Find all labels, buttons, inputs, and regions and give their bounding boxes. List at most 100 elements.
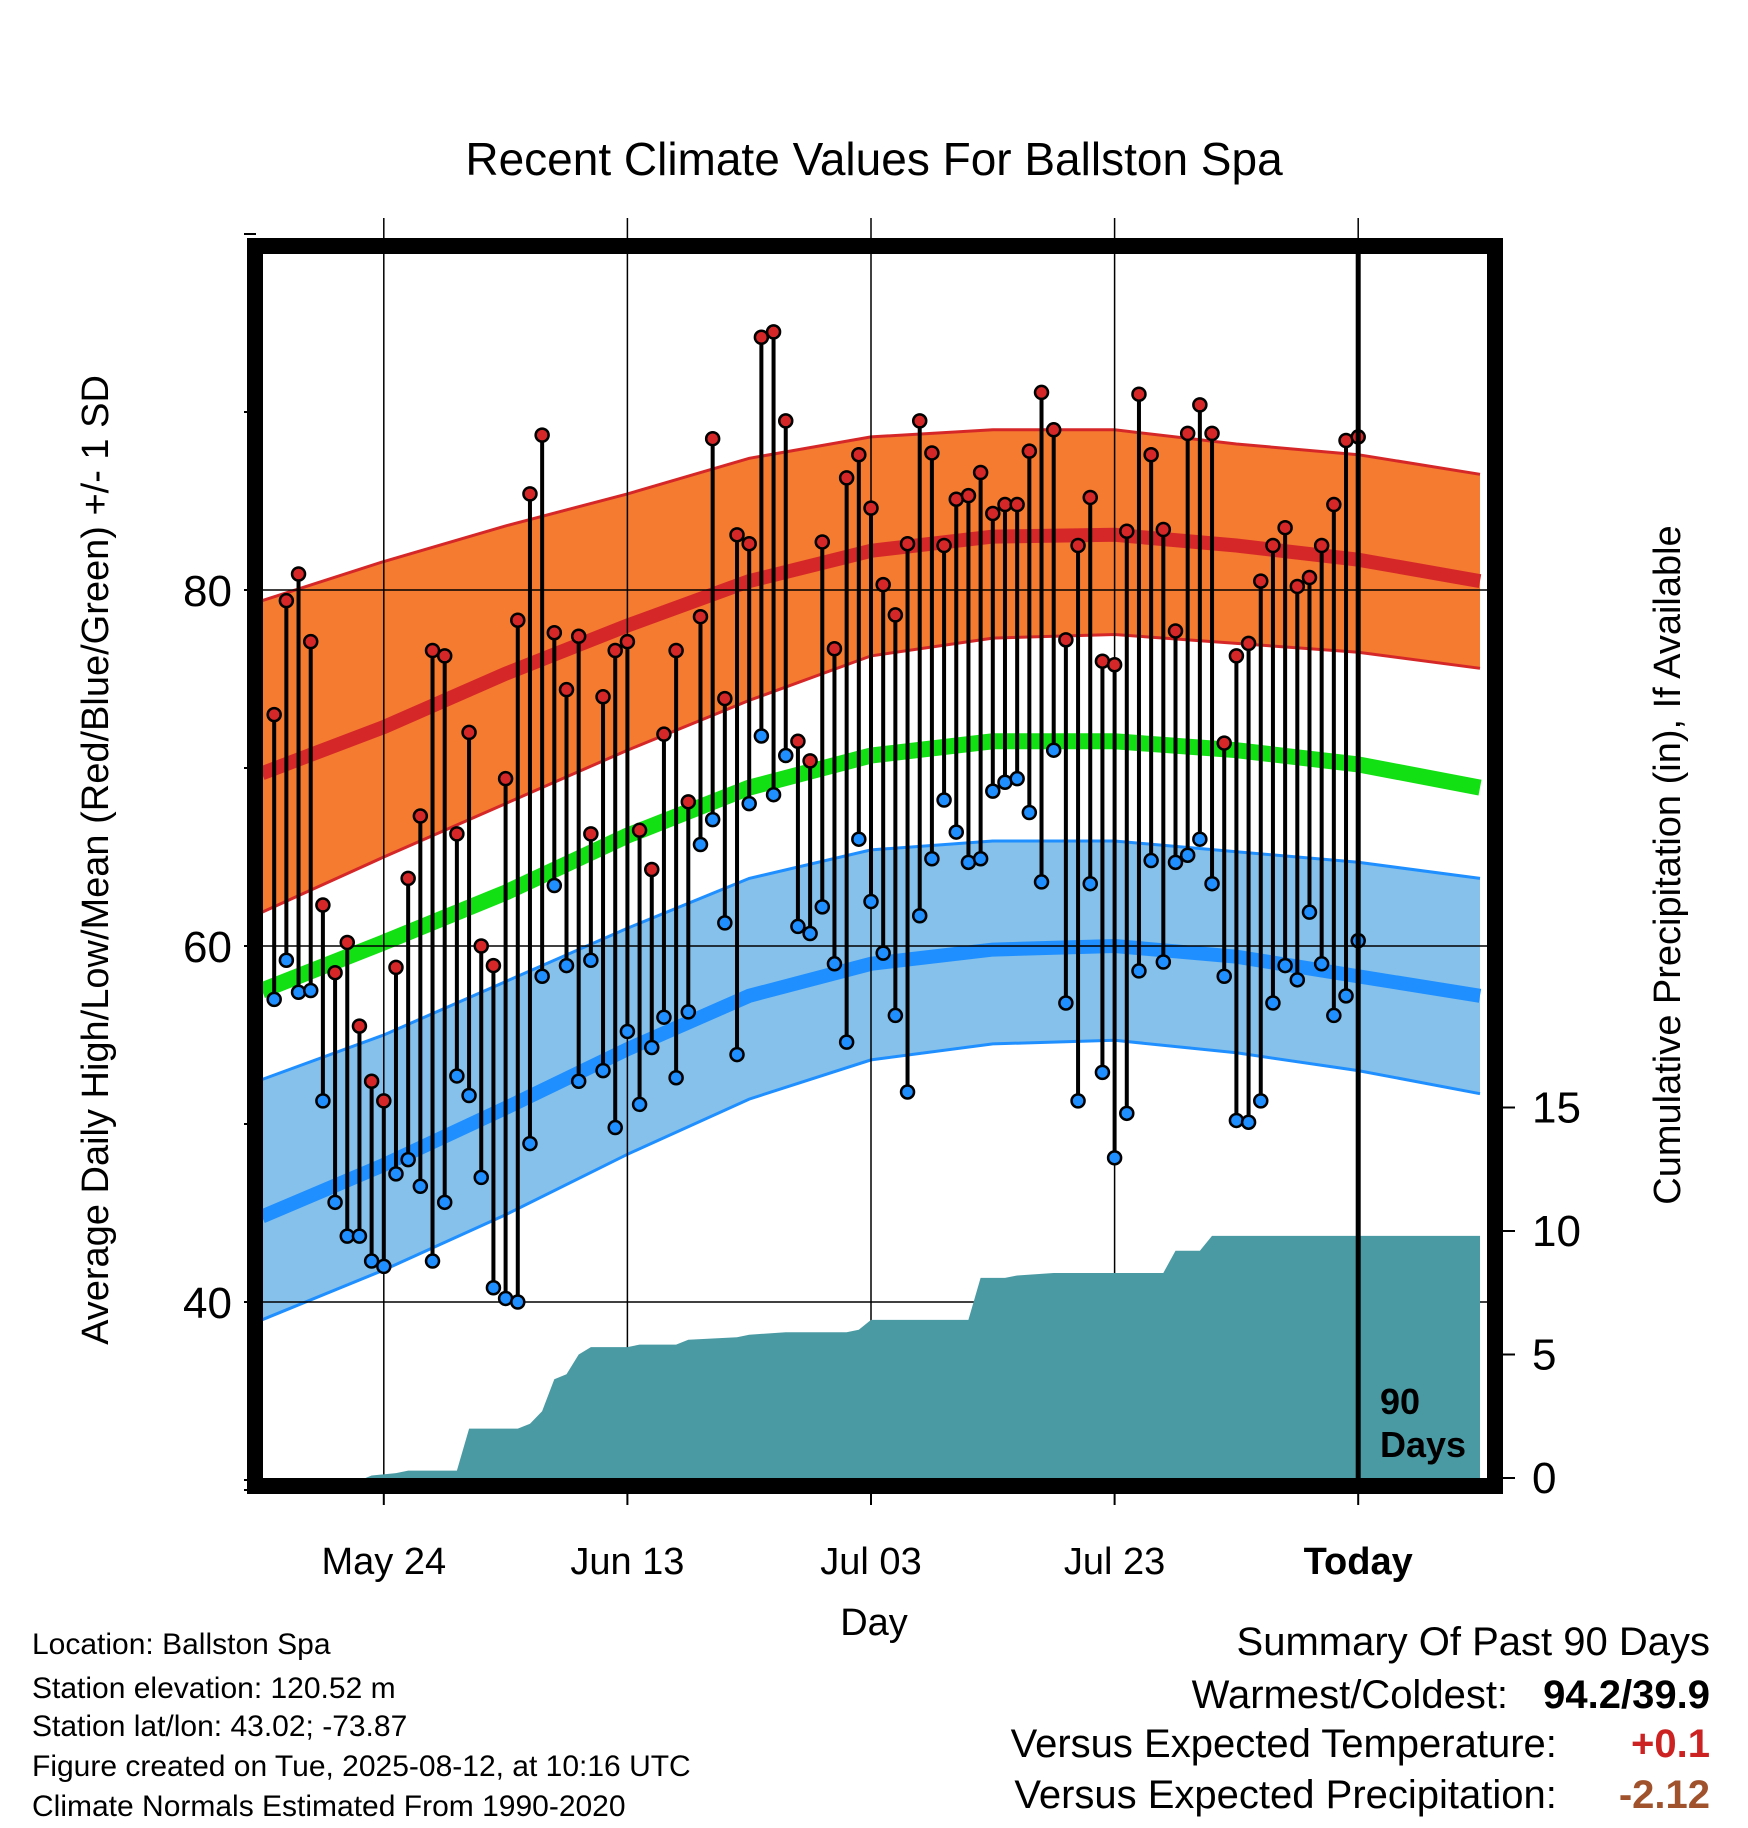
daily-high-point [607, 642, 623, 659]
daily-high-point [936, 537, 952, 554]
y-axis-label: Average Daily High/Low/Mean (Red/Blue/Gr… [75, 375, 117, 1345]
daily-high-point [960, 487, 977, 504]
x-tick-label: Jul 23 [1064, 1541, 1165, 1583]
daily-low-point [302, 982, 319, 999]
daily-low-point [1070, 1093, 1086, 1109]
daily-high-point [1106, 657, 1123, 673]
daily-low-point [826, 956, 843, 972]
daily-low-point [436, 1194, 453, 1211]
daily-high-point [558, 681, 575, 698]
daily-high-point [436, 648, 453, 664]
daily-low-point [1289, 972, 1306, 988]
y2-tick-label: 10 [1532, 1207, 1581, 1256]
daily-high-point [1058, 632, 1074, 648]
daily-values [266, 324, 1366, 1310]
daily-low-point [1106, 1150, 1123, 1166]
daily-high-point [1313, 537, 1330, 554]
daily-high-point [363, 1073, 380, 1090]
daily-low-point [802, 925, 818, 942]
daily-high-point [1179, 425, 1196, 442]
summary-warmest-coldest: Warmest/Coldest: 94.2/39.9 [1192, 1673, 1710, 1718]
daily-high-point [1155, 521, 1172, 538]
summary-title: Summary Of Past 90 Days [1236, 1620, 1710, 1664]
daily-low-point [424, 1253, 441, 1269]
info-location: Location: Ballston Spa [32, 1628, 331, 1661]
daily-low-point [887, 1007, 904, 1024]
daily-low-point [875, 945, 891, 961]
daily-low-point [546, 877, 563, 894]
daily-high-point [1082, 489, 1098, 506]
daily-low-point [729, 1046, 745, 1063]
daily-low-point [1119, 1105, 1135, 1122]
daily-low-point [315, 1093, 331, 1109]
daily-high-point [461, 724, 477, 741]
daily-low-point [680, 1004, 697, 1020]
summary-warmest-coldest-value: 94.2/39.9 [1543, 1673, 1710, 1717]
daily-low-point [668, 1069, 684, 1086]
daily-low-point [1009, 770, 1025, 787]
daily-low-point [1277, 957, 1293, 974]
daily-low-point [704, 811, 721, 828]
daily-low-point [1326, 1007, 1342, 1024]
daily-high-point [631, 822, 648, 839]
daily-low-point [1313, 956, 1330, 972]
summary-temp-label: Versus Expected Temperature: [1010, 1722, 1557, 1766]
daily-low-point [717, 915, 733, 931]
y-tick-label: 60 [183, 923, 232, 972]
daily-high-point [863, 500, 879, 516]
daily-high-point [376, 1093, 392, 1109]
daily-high-point [1326, 496, 1342, 513]
daily-low-point [1058, 995, 1074, 1011]
daily-low-point [1082, 875, 1098, 892]
summary-warmest-coldest-label: Warmest/Coldest: [1191, 1673, 1509, 1717]
daily-high-point [887, 607, 904, 623]
daily-low-point [461, 1087, 477, 1104]
daily-low-point [1240, 1114, 1257, 1130]
daily-low-point [644, 1039, 660, 1056]
daily-low-point [692, 836, 709, 853]
daily-high-point [899, 535, 916, 552]
daily-low-point [290, 984, 307, 1001]
daily-low-point [753, 728, 770, 744]
daily-high-point [790, 733, 806, 750]
daily-high-point [680, 794, 697, 810]
daily-low-point [1301, 904, 1318, 920]
daily-high-point [1119, 523, 1135, 540]
daily-high-point [985, 505, 1001, 522]
daily-low-point [1253, 1093, 1269, 1109]
daily-high-point [327, 964, 343, 981]
daily-low-point [412, 1178, 429, 1195]
daily-high-point [583, 826, 599, 842]
x-axis-label: Day [840, 1602, 908, 1644]
daily-low-point [631, 1096, 648, 1113]
daily-high-point [851, 446, 867, 463]
info-elevation: Station elevation: 120.52 m [32, 1672, 396, 1705]
daily-low-point [790, 918, 806, 935]
daily-low-point [1204, 875, 1220, 892]
summary-temp: Versus Expected Temperature: +0.1 [1011, 1722, 1710, 1767]
daily-high-point [656, 726, 672, 742]
summary-precip-label: Versus Expected Precipitation: [1014, 1773, 1557, 1817]
y2-tick-label: 15 [1532, 1084, 1581, 1133]
daily-high-point [1301, 569, 1318, 586]
daily-high-point [315, 897, 331, 913]
daily-low-point [595, 1062, 611, 1079]
daily-low-point [972, 851, 989, 867]
daily-low-point [814, 899, 831, 915]
daily-low-point [838, 1034, 855, 1050]
daily-low-point [1265, 995, 1281, 1011]
daily-high-point [595, 689, 611, 705]
daily-high-point [765, 324, 782, 340]
daily-high-point [400, 870, 416, 887]
y-tick-label: 80 [183, 567, 232, 616]
daily-low-point [948, 824, 965, 840]
daily-high-point [741, 535, 757, 552]
daily-high-point [1143, 446, 1159, 463]
daily-low-point [1167, 854, 1184, 871]
daily-high-point [388, 959, 404, 976]
daily-low-point [741, 795, 757, 812]
daily-high-point [1277, 519, 1293, 536]
daily-high-point [972, 464, 989, 481]
daily-high-point [510, 612, 526, 629]
